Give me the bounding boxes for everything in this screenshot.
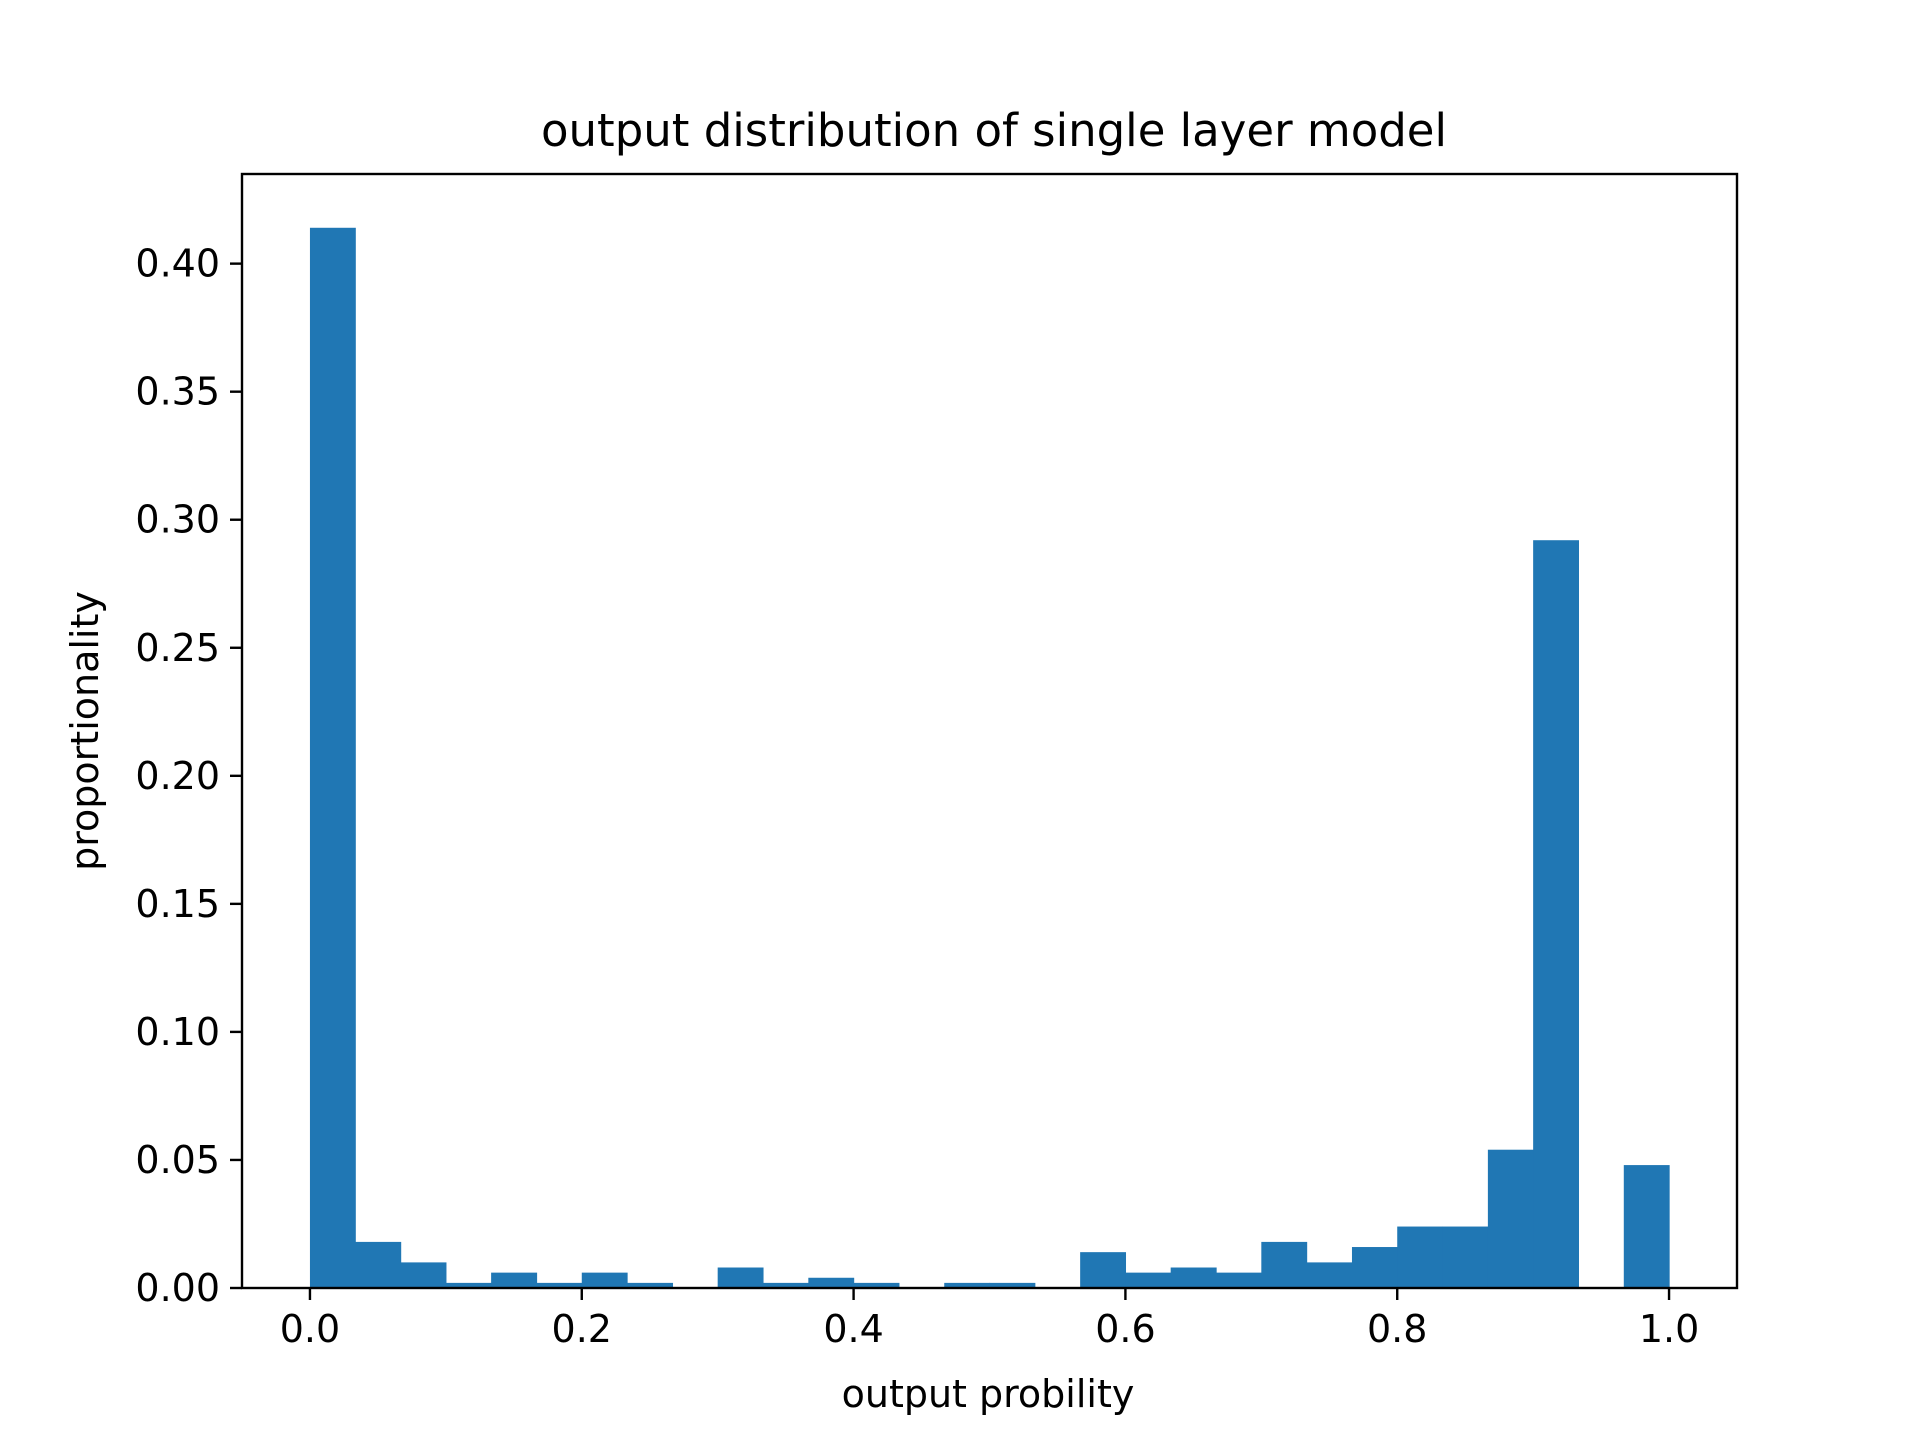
histogram-bar-17: [1080, 1252, 1127, 1288]
bars-group: [309, 227, 1670, 1288]
histogram-bar-4: [491, 1272, 538, 1288]
histogram-bar-3: [445, 1282, 492, 1288]
y-tick-label: 0.20: [135, 754, 220, 798]
y-tick-label: 0.05: [135, 1138, 220, 1182]
histogram-bar-26: [1487, 1149, 1534, 1288]
histogram-bar-29: [1623, 1165, 1670, 1288]
y-tick-label: 0.30: [135, 498, 220, 542]
y-tick-label: 0.15: [135, 882, 220, 926]
x-tick-label: 0.2: [552, 1307, 612, 1351]
histogram-bar-6: [581, 1272, 628, 1288]
histogram-bar-25: [1442, 1226, 1489, 1288]
x-axis-label: output probility: [842, 1372, 1135, 1416]
histogram-bar-11: [808, 1277, 855, 1288]
histogram-bar-5: [536, 1282, 583, 1288]
y-tick-label: 0.25: [135, 626, 220, 670]
histogram-bar-22: [1306, 1262, 1353, 1288]
x-tick-label: 0.6: [1095, 1307, 1155, 1351]
histogram-bar-18: [1125, 1272, 1172, 1288]
y-axis-label: proportionality: [63, 591, 107, 871]
histogram-bar-10: [762, 1282, 809, 1288]
histogram-bar-24: [1397, 1226, 1444, 1288]
y-tick-label: 0.10: [135, 1010, 220, 1054]
histogram-bar-2: [400, 1262, 447, 1288]
y-tick-label: 0.35: [135, 370, 220, 414]
histogram-bar-21: [1261, 1241, 1308, 1288]
histogram-bar-12: [853, 1282, 900, 1288]
x-tick-label: 0.0: [280, 1307, 340, 1351]
x-axis: 0.0 0.2 0.4 0.6 0.8 1.0: [280, 1288, 1699, 1351]
x-tick-label: 0.4: [823, 1307, 883, 1351]
histogram-bar-0: [309, 227, 356, 1288]
histogram-bar-19: [1170, 1267, 1217, 1288]
y-tick-label: 0.40: [135, 242, 220, 286]
histogram-bar-9: [717, 1267, 764, 1288]
histogram-bar-23: [1351, 1247, 1398, 1288]
histogram-bar-1: [355, 1241, 402, 1288]
y-axis: 0.00 0.05 0.10 0.15 0.20 0.25 0.30 0.35 0.40: [135, 242, 242, 1310]
x-tick-label: 0.8: [1367, 1307, 1427, 1351]
y-tick-label: 0.00: [135, 1266, 220, 1310]
histogram-bar-14: [944, 1282, 991, 1288]
plot-frame: [240, 172, 1739, 1290]
histogram-bar-27: [1533, 540, 1579, 1288]
chart-title: output distribution of single layer mode…: [541, 104, 1447, 157]
histogram-bar-20: [1216, 1272, 1262, 1288]
histogram-bar-15: [989, 1282, 1036, 1288]
histogram-bar-7: [627, 1282, 674, 1288]
x-tick-label: 1.0: [1639, 1307, 1699, 1351]
